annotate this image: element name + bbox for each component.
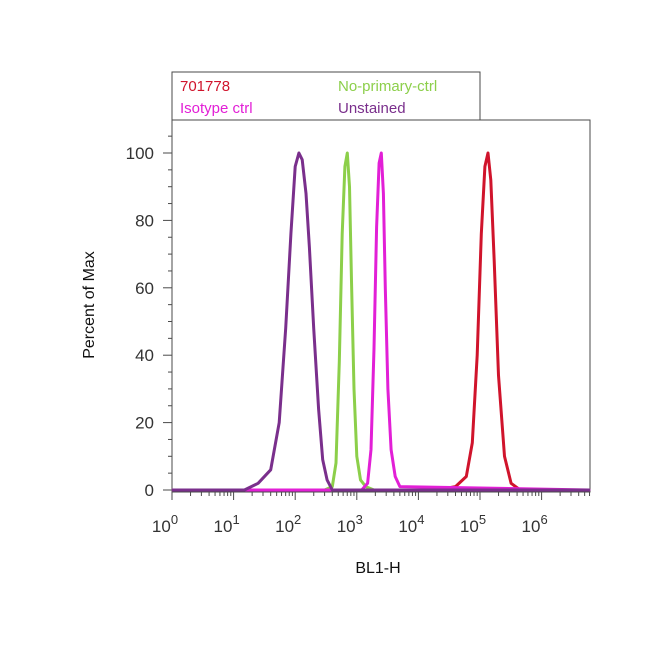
y-tick-label: 20 [135,414,154,433]
legend-box [171,71,481,121]
y-axis: 0 20 40 60 80 100 [126,135,172,500]
x-tick-label: 104 [398,512,424,536]
legend-entry-701778: 701778 [180,78,230,95]
x-tick-label: 101 [214,512,240,536]
x-tick-label: 106 [522,512,548,536]
legend-entry-no-primary-ctrl: No-primary-ctrl [338,78,437,95]
x-axis: 100 101 102 103 104 105 106 [152,492,591,536]
series-line-1 [171,151,591,492]
y-tick-label: 80 [135,211,154,230]
y-tick-label: 40 [135,346,154,365]
x-axis-title: BL1-H [355,560,400,577]
series-line-0 [171,151,591,492]
x-tick-label: 100 [152,512,178,536]
y-axis-title: Percent of Max [81,251,98,359]
plot-area [171,119,591,493]
y-tick-label: 60 [135,279,154,298]
x-tick-label: 102 [275,512,301,536]
legend-entry-isotype-ctrl: Isotype ctrl [180,100,253,117]
legend: 701778 No-primary-ctrl Isotype ctrl Unst… [171,71,481,121]
y-tick-label: 0 [145,481,154,500]
series-line-3 [171,151,591,492]
legend-entry-unstained: Unstained [338,100,406,117]
y-tick-label: 100 [126,144,154,163]
series-layer [171,151,591,492]
series-line-2 [171,151,591,492]
x-tick-label: 105 [460,512,486,536]
x-tick-label: 103 [337,512,363,536]
